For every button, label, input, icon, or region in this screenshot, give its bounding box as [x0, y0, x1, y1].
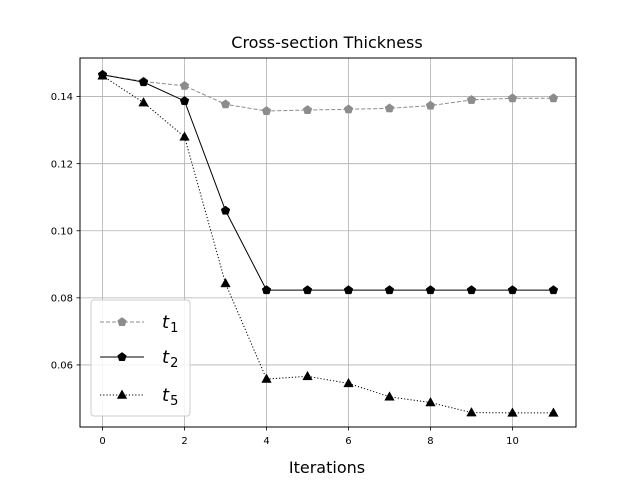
legend-label: t5 — [162, 385, 178, 409]
legend-label: t1 — [162, 312, 178, 336]
x-tick-label: 6 — [345, 436, 351, 447]
axis-ticks: 0 2 4 6 8 10 0.06 0.08 0.10 0.12 0.14 — [51, 92, 519, 447]
data-point — [261, 373, 272, 383]
data-point — [507, 407, 518, 417]
series-group — [97, 69, 559, 417]
data-point — [220, 99, 231, 109]
x-axis-label: Iterations — [289, 458, 365, 477]
data-point — [220, 277, 231, 288]
data-point — [466, 407, 477, 417]
legend-label-name: t — [162, 347, 170, 368]
data-point — [343, 377, 354, 388]
data-point — [220, 205, 231, 215]
series-line — [102, 74, 554, 291]
data-point — [384, 285, 395, 295]
data-point — [343, 104, 354, 114]
data-point — [302, 370, 313, 381]
y-tick-label: 0.08 — [51, 293, 73, 304]
y-tick-label: 0.14 — [51, 92, 73, 103]
data-point — [97, 70, 108, 80]
chart-title: Cross-section Thickness — [231, 33, 422, 52]
data-point — [466, 95, 477, 104]
legend-marker — [116, 389, 128, 399]
legend-label-subscript: 2 — [170, 356, 178, 371]
data-point — [466, 285, 477, 295]
data-point — [384, 391, 395, 401]
data-point — [179, 80, 190, 90]
y-tick-label: 0.12 — [51, 159, 73, 170]
x-tick-label: 2 — [181, 436, 187, 447]
legend-box — [90, 299, 191, 417]
legend-label-name: t — [162, 312, 170, 333]
data-point — [507, 93, 518, 103]
legend-marker — [117, 352, 127, 361]
data-point — [179, 96, 190, 105]
legend-label-subscript: 1 — [170, 321, 178, 336]
data-point — [261, 106, 272, 115]
series-t2 — [97, 69, 559, 295]
legend-label-subscript: 5 — [170, 394, 178, 409]
data-point — [138, 97, 149, 107]
x-tick-label: 10 — [506, 436, 519, 447]
y-tick-label: 0.10 — [51, 226, 73, 237]
plot-frame — [79, 57, 577, 428]
legend-label: t2 — [162, 347, 178, 371]
data-point — [384, 103, 395, 113]
data-point — [261, 285, 272, 295]
data-point — [507, 285, 518, 295]
data-point — [425, 100, 436, 110]
series-line — [102, 75, 554, 414]
series-t5 — [97, 70, 559, 417]
data-point — [425, 396, 436, 407]
series-line — [102, 74, 554, 112]
data-point — [302, 285, 313, 295]
data-point — [343, 285, 354, 295]
data-point — [138, 77, 149, 87]
data-point — [548, 407, 559, 417]
y-tick-label: 0.06 — [51, 361, 73, 372]
x-tick-label: 8 — [427, 436, 433, 447]
data-point — [425, 285, 436, 295]
x-tick-label: 4 — [263, 436, 269, 447]
x-tick-label: 0 — [99, 436, 105, 447]
legend-label-name: t — [162, 385, 170, 406]
data-point — [179, 131, 190, 141]
data-point — [548, 93, 559, 103]
legend-marker — [117, 317, 127, 326]
data-point — [548, 285, 559, 295]
data-point — [302, 105, 313, 114]
